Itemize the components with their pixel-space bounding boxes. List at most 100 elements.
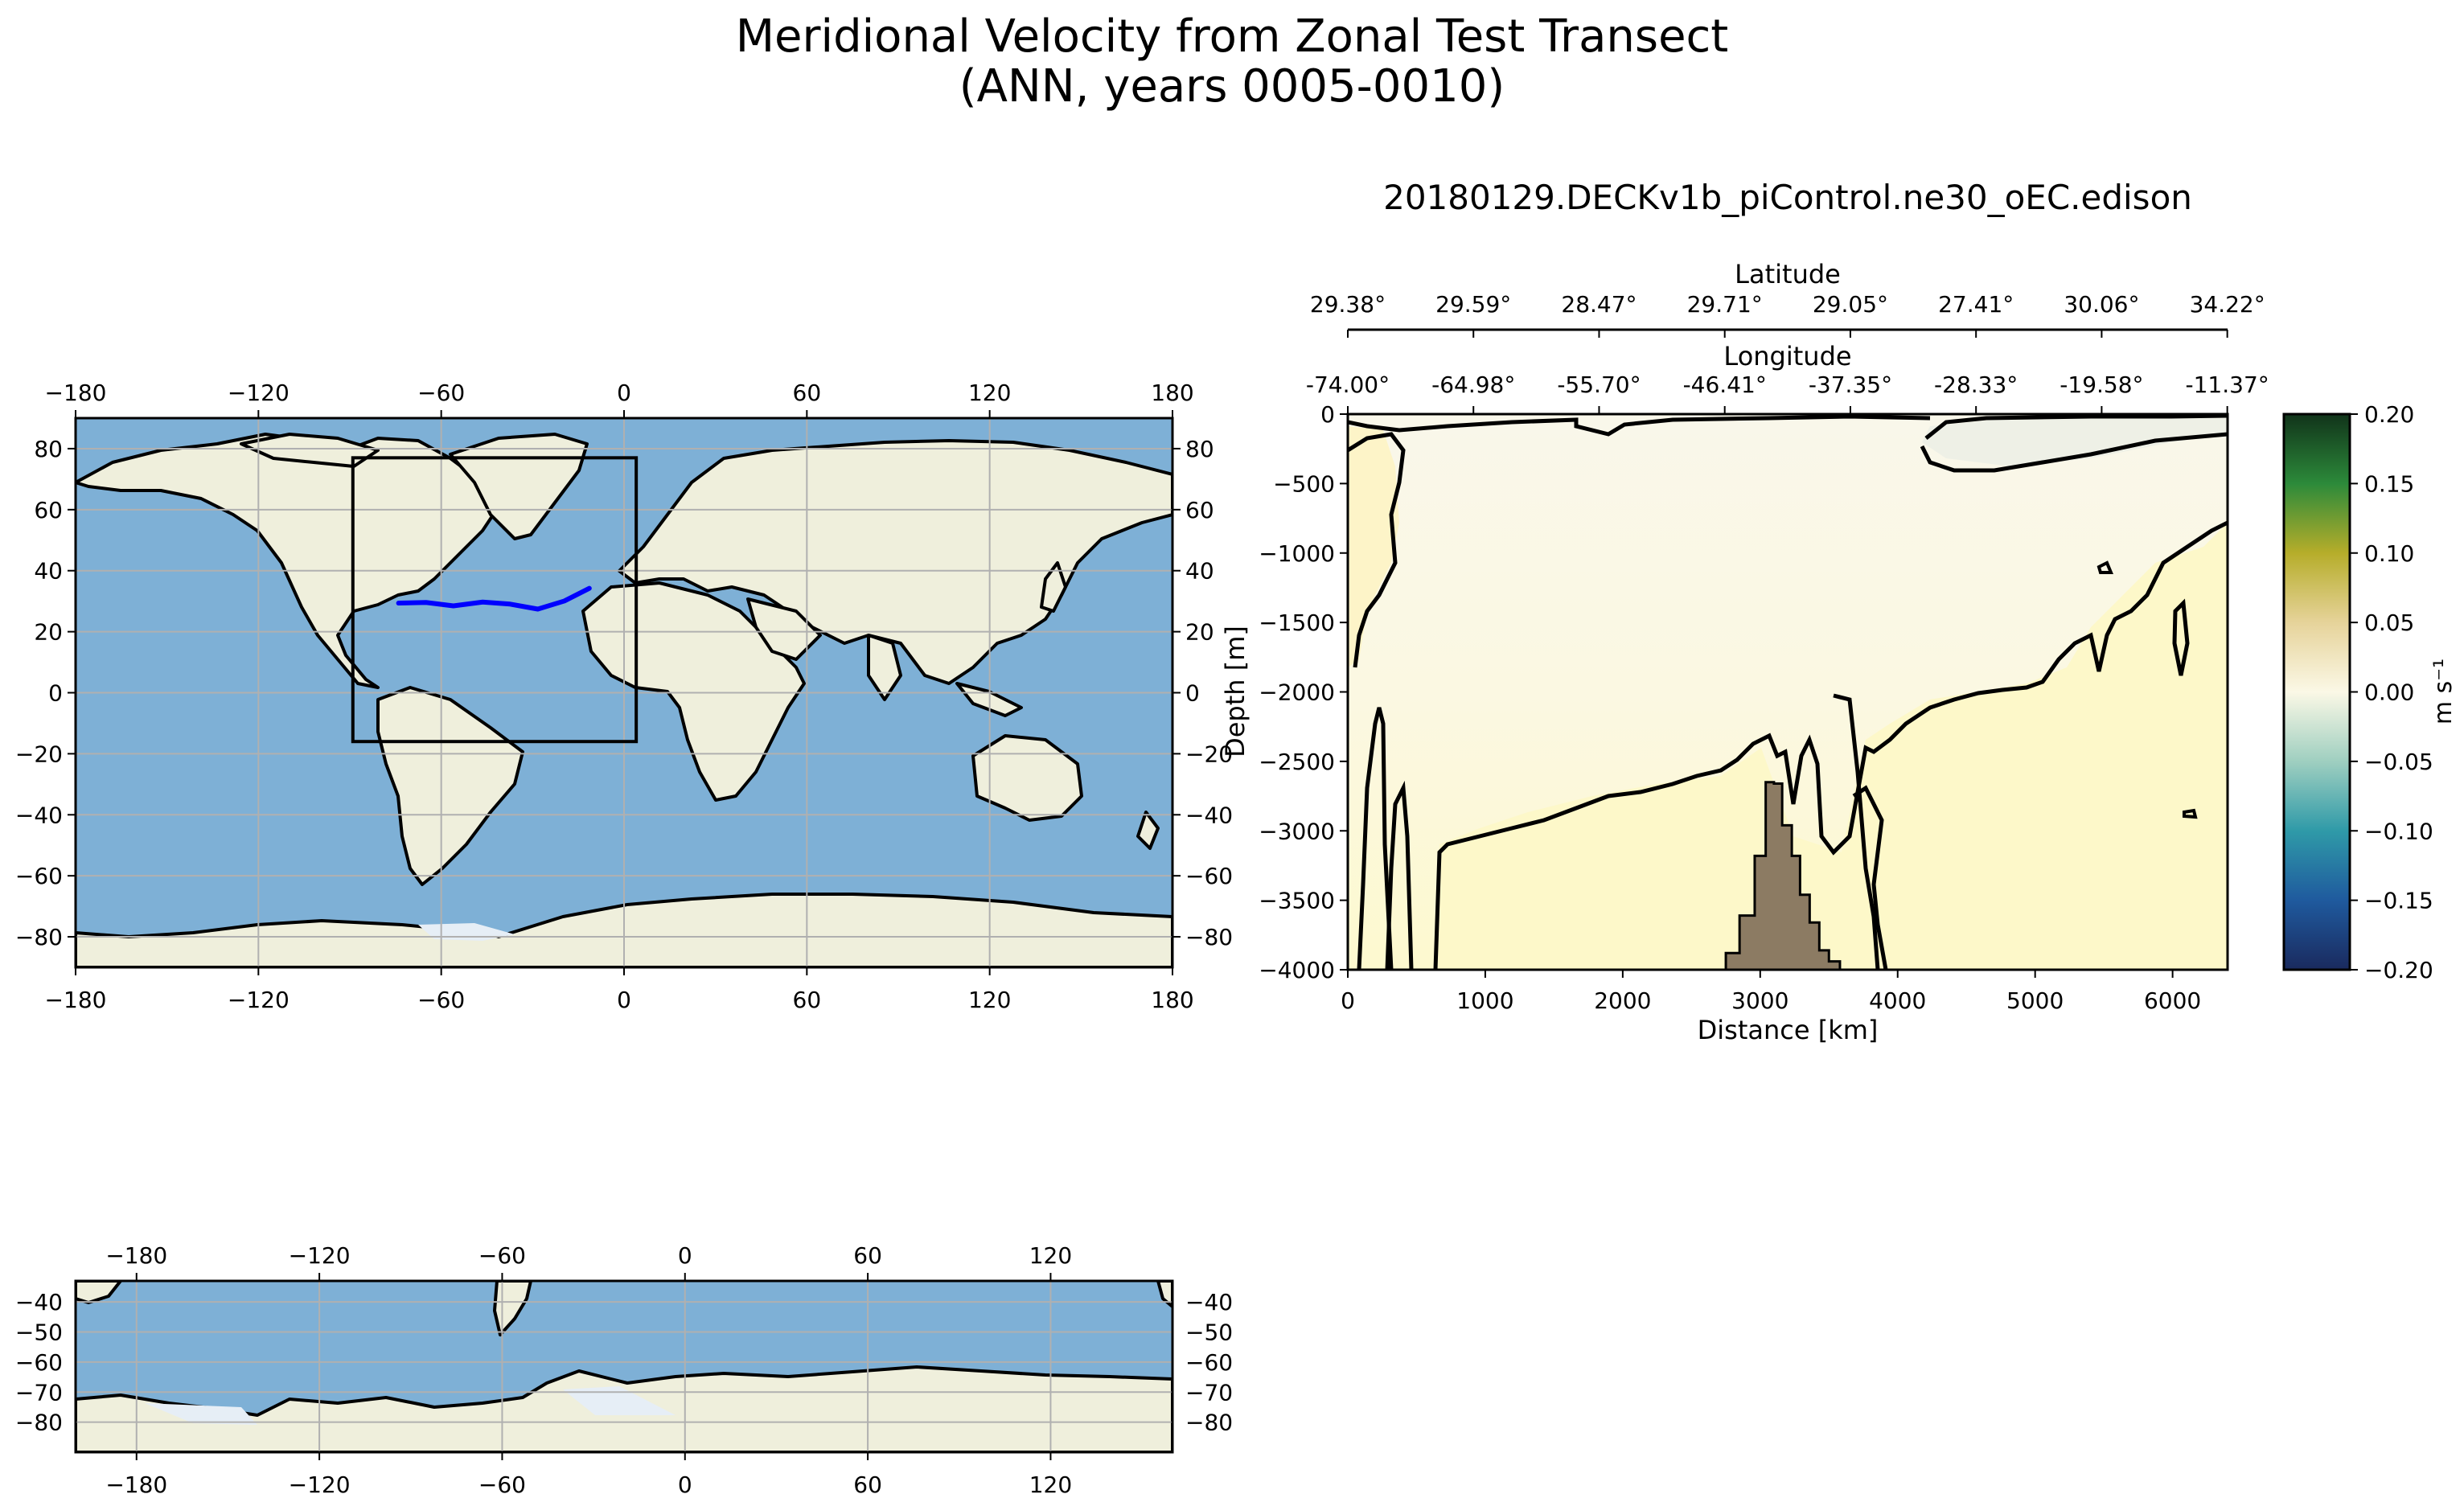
southern-map: −180 −180 −120 −120 −60 −60 0 0 60 60 120 120 −40 −40… <box>15 1242 1233 1494</box>
figure-title-line2: (ANN, years 0005-0010) <box>959 60 1505 113</box>
longitude-tick-label: -46.41° <box>1683 371 1767 398</box>
map-y-tick-label-right: −20 <box>1185 741 1233 767</box>
map-x-tick-label-top: 0 <box>617 380 631 406</box>
map-y-tick-label-right: 0 <box>1185 680 1200 707</box>
section-xlabel: Distance [km] <box>1698 1015 1879 1045</box>
section-surface-neg-region <box>1922 414 2228 466</box>
map2-x-tick-label-bottom: 60 <box>853 1471 882 1494</box>
section-y-tick-label: 0 <box>1320 401 1335 428</box>
map2-y-tick-label-right: −80 <box>1185 1410 1233 1436</box>
section-y-tick-label: −1000 <box>1259 540 1335 567</box>
section-y-tick-label: −500 <box>1273 470 1335 497</box>
colorbar-tick-label: 0.20 <box>2364 401 2414 428</box>
longitude-tick-label: -55.70° <box>1557 371 1641 398</box>
contour-line <box>1833 693 1880 970</box>
latitude-tick-label: 30.06° <box>2064 291 2139 318</box>
latitude-ticks: 29.38° 29.59° 28.47° 29.71° 29.05° 27.41° 30.0… <box>1310 291 2265 338</box>
longitude-axis-label: Longitude <box>1723 341 1851 371</box>
map-y-tick-label-right: 60 <box>1185 497 1214 523</box>
latitude-tick-label: 29.38° <box>1310 291 1386 318</box>
map-x-tick-label-bottom: 60 <box>793 987 822 1013</box>
contour-line <box>1348 414 1931 437</box>
map-y-tick-label-left: −40 <box>15 802 63 828</box>
map-y-tick-label-left: −20 <box>15 741 63 767</box>
colorbar-tick-label: −0.05 <box>2364 749 2433 775</box>
longitude-tick-label: -28.33° <box>1934 371 2018 398</box>
colorbar-tick-label: −0.20 <box>2364 957 2433 983</box>
transect-line <box>396 585 592 612</box>
section-y-tick-label: −2500 <box>1259 749 1335 775</box>
section-ylabel: Depth [m] <box>1220 626 1250 757</box>
southern-map-gridlines <box>76 1281 1172 1452</box>
latitude-tick-label: 29.71° <box>1687 291 1763 318</box>
map2-y-tick-label-left: −60 <box>15 1349 63 1376</box>
map2-y-tick-label-right: −50 <box>1185 1320 1233 1346</box>
transect-section: 20180129.DECKv1b_piControl.ne30_oEC.edis… <box>1220 178 2458 1045</box>
colorbar-tick-label: −0.15 <box>2364 888 2433 914</box>
map-y-tick-label-left: 20 <box>34 619 63 646</box>
contour-line <box>1357 707 1394 970</box>
section-y-tick-label: −1500 <box>1259 610 1335 636</box>
map-y-tick-label-left: 40 <box>34 558 63 585</box>
map-y-tick-label-right: −80 <box>1185 924 1233 950</box>
map-x-tick-label-top: 120 <box>968 380 1011 406</box>
longitude-tick-label: -37.35° <box>1809 371 1892 398</box>
map-x-tick-label-top: −180 <box>45 380 107 406</box>
map-y-tick-label-right: 40 <box>1185 558 1214 585</box>
latitude-axis-label: Latitude <box>1735 259 1841 289</box>
latitude-tick-label: 27.41° <box>1938 291 2014 318</box>
map-x-tick-label-bottom: −180 <box>45 987 107 1013</box>
map-y-tick-label-left: 60 <box>34 497 63 523</box>
map2-x-tick-label-bottom: −120 <box>289 1471 351 1494</box>
map-x-tick-label-bottom: −60 <box>417 987 465 1013</box>
section-y-tick-label: −3500 <box>1259 888 1335 914</box>
section-ticks: 0 1000 2000 3000 4000 5000 6000 0 −500 −1000 −1500… <box>1259 401 2201 1014</box>
figure-title-line1: Meridional Velocity from Zonal Test Tran… <box>735 10 1729 63</box>
colorbar-tick-label: 0.05 <box>2364 610 2414 636</box>
colorbar <box>2282 412 2351 971</box>
map-y-tick-label-left: 0 <box>48 680 63 707</box>
latitude-tick-label: 29.05° <box>1813 291 1888 318</box>
colorbar-tick-label: 0.10 <box>2364 540 2414 567</box>
longitude-tick-label: -64.98° <box>1431 371 1515 398</box>
map2-x-tick-label-top: −60 <box>478 1242 526 1269</box>
map2-y-tick-label-left: −40 <box>15 1289 63 1315</box>
map2-y-tick-label-left: −50 <box>15 1320 63 1346</box>
contour-line <box>1348 432 1406 668</box>
map-y-tick-label-left: −80 <box>15 924 63 950</box>
section-x-tick-label: 0 <box>1341 987 1355 1014</box>
global-map-gridlines <box>76 418 1172 967</box>
colorbar-tick-label: 0.00 <box>2364 679 2414 706</box>
section-title: 20180129.DECKv1b_piControl.ne30_oEC.edis… <box>1383 178 2192 217</box>
region-box <box>351 456 639 744</box>
map2-y-tick-label-left: −80 <box>15 1410 63 1436</box>
contour-line <box>2096 560 2113 574</box>
map2-x-tick-label-bottom: −60 <box>478 1471 526 1494</box>
map2-x-tick-label-top: −120 <box>289 1242 351 1269</box>
map-x-tick-label-bottom: 0 <box>617 987 631 1013</box>
section-x-tick-label: 6000 <box>2144 987 2201 1014</box>
map-x-tick-label-top: −60 <box>417 380 465 406</box>
contour-line <box>1920 432 2228 473</box>
map2-x-tick-label-bottom: −180 <box>105 1471 167 1494</box>
map-x-tick-label-top: 60 <box>793 380 822 406</box>
map-x-tick-label-bottom: −120 <box>228 987 290 1013</box>
map2-x-tick-label-bottom: 120 <box>1029 1471 1072 1494</box>
latitude-tick-label: 29.59° <box>1435 291 1511 318</box>
map2-x-tick-label-top: 0 <box>678 1242 692 1269</box>
colorbar-label: m s⁻¹ <box>2429 659 2458 724</box>
section-x-tick-label: 3000 <box>1731 987 1788 1014</box>
southern-map-frame <box>74 1279 1174 1454</box>
map2-x-tick-label-top: 120 <box>1029 1242 1072 1269</box>
map-x-tick-label-top: −120 <box>228 380 290 406</box>
arabia-land <box>746 597 822 661</box>
map-y-tick-label-left: −60 <box>15 863 63 889</box>
greenland-land <box>449 433 589 540</box>
longitude-tick-label: -74.00° <box>1306 371 1390 398</box>
section-y-tick-label: −3000 <box>1259 818 1335 844</box>
southern-map-land <box>76 1281 1172 1452</box>
map-y-tick-label-right: 80 <box>1185 436 1214 462</box>
section-x-tick-label: 1000 <box>1456 987 1513 1014</box>
africa-land <box>581 581 806 802</box>
